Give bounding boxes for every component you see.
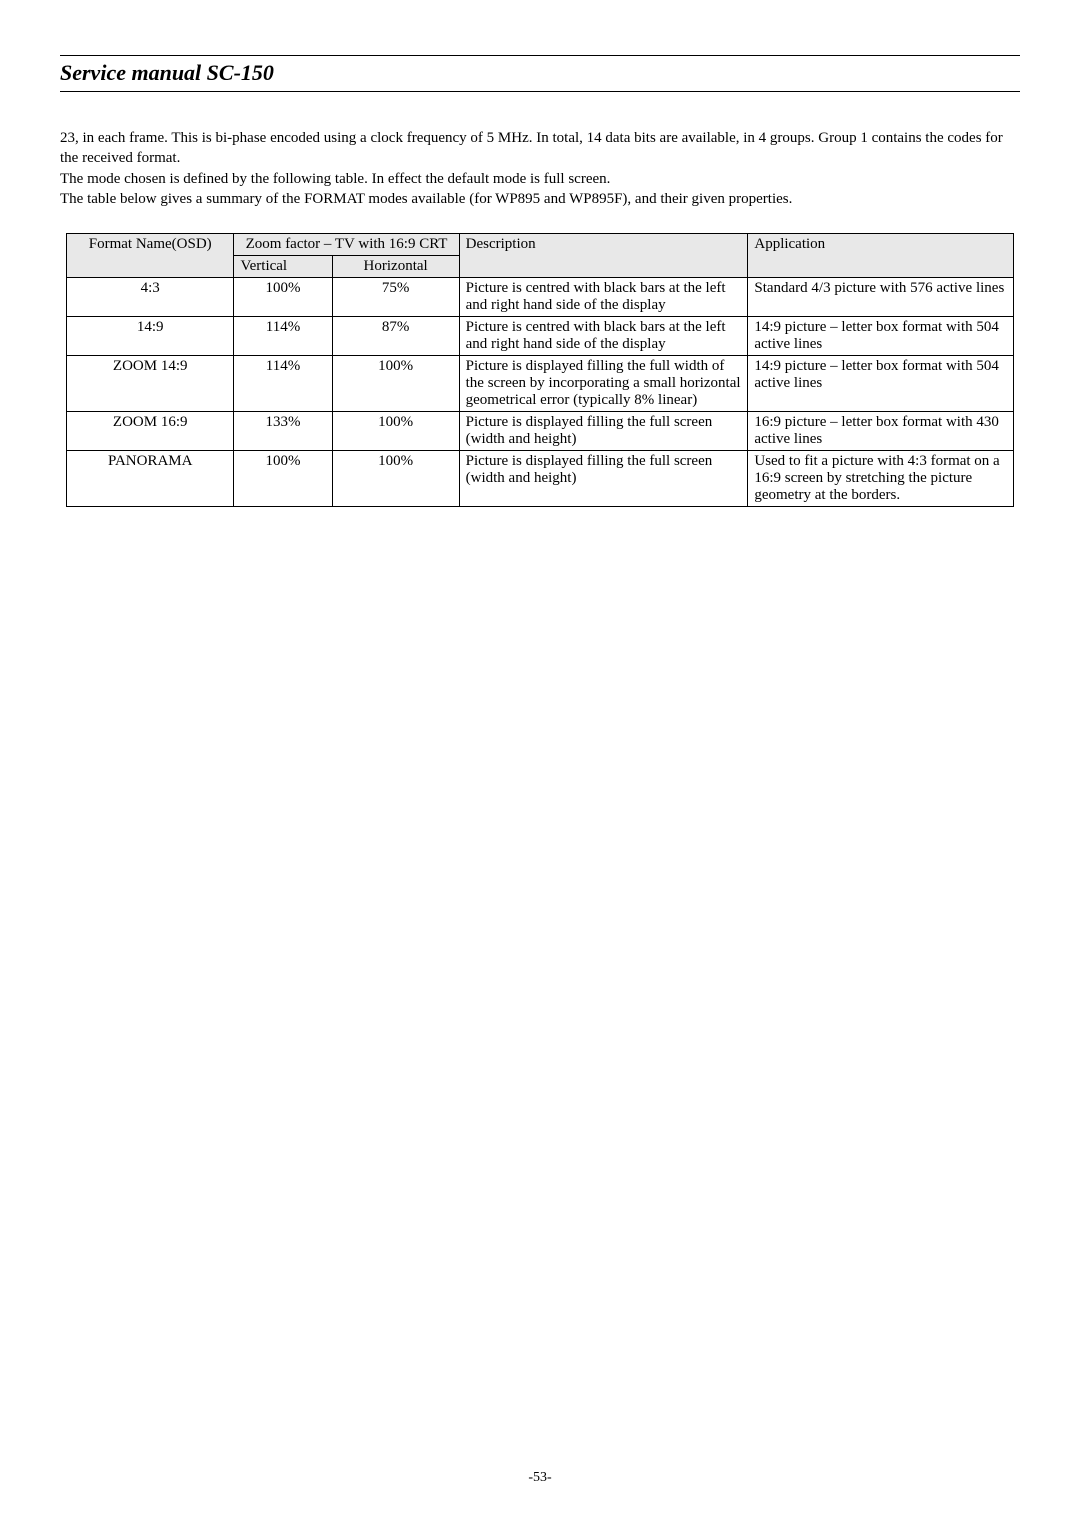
cell-description: Picture is displayed filling the full sc…: [459, 412, 748, 451]
table-header-vertical: Vertical: [234, 256, 332, 278]
format-table: Format Name(OSD) Zoom factor – TV with 1…: [66, 233, 1014, 507]
cell-application: 14:9 picture – letter box format with 50…: [748, 356, 1014, 412]
document-title: Service manual SC-150: [60, 60, 1020, 86]
cell-vertical: 100%: [234, 451, 332, 507]
cell-description: Picture is displayed filling the full wi…: [459, 356, 748, 412]
cell-description: Picture is centred with black bars at th…: [459, 317, 748, 356]
table-row: ZOOM 14:9 114% 100% Picture is displayed…: [67, 356, 1014, 412]
cell-vertical: 114%: [234, 317, 332, 356]
cell-horizontal: 87%: [332, 317, 459, 356]
cell-format: 14:9: [67, 317, 234, 356]
table-header-format: Format Name(OSD): [67, 234, 234, 278]
table-header-row-1: Format Name(OSD) Zoom factor – TV with 1…: [67, 234, 1014, 256]
paragraph-3: The table below gives a summary of the F…: [60, 189, 1020, 209]
table-header-description: Description: [459, 234, 748, 278]
table-header-zoom: Zoom factor – TV with 16:9 CRT: [234, 234, 459, 256]
table-row: 4:3 100% 75% Picture is centred with bla…: [67, 278, 1014, 317]
cell-description: Picture is displayed filling the full sc…: [459, 451, 748, 507]
table-row: 14:9 114% 87% Picture is centred with bl…: [67, 317, 1014, 356]
cell-horizontal: 100%: [332, 356, 459, 412]
body-text: 23, in each frame. This is bi-phase enco…: [60, 128, 1020, 209]
cell-application: Used to fit a picture with 4:3 format on…: [748, 451, 1014, 507]
cell-horizontal: 100%: [332, 412, 459, 451]
cell-vertical: 114%: [234, 356, 332, 412]
header-rule-bottom: [60, 91, 1020, 92]
cell-application: 14:9 picture – letter box format with 50…: [748, 317, 1014, 356]
cell-format: ZOOM 16:9: [67, 412, 234, 451]
table-row: ZOOM 16:9 133% 100% Picture is displayed…: [67, 412, 1014, 451]
cell-format: 4:3: [67, 278, 234, 317]
cell-horizontal: 75%: [332, 278, 459, 317]
cell-format: PANORAMA: [67, 451, 234, 507]
page-number: -53-: [0, 1470, 1080, 1486]
table-row: PANORAMA 100% 100% Picture is displayed …: [67, 451, 1014, 507]
paragraph-1: 23, in each frame. This is bi-phase enco…: [60, 128, 1020, 169]
cell-description: Picture is centred with black bars at th…: [459, 278, 748, 317]
cell-vertical: 133%: [234, 412, 332, 451]
format-table-container: Format Name(OSD) Zoom factor – TV with 1…: [60, 233, 1020, 507]
cell-application: 16:9 picture – letter box format with 43…: [748, 412, 1014, 451]
header-rule-top: [60, 55, 1020, 56]
cell-vertical: 100%: [234, 278, 332, 317]
cell-application: Standard 4/3 picture with 576 active lin…: [748, 278, 1014, 317]
cell-horizontal: 100%: [332, 451, 459, 507]
table-header-application: Application: [748, 234, 1014, 278]
paragraph-2: The mode chosen is defined by the follow…: [60, 169, 1020, 189]
cell-format: ZOOM 14:9: [67, 356, 234, 412]
table-header-horizontal: Horizontal: [332, 256, 459, 278]
